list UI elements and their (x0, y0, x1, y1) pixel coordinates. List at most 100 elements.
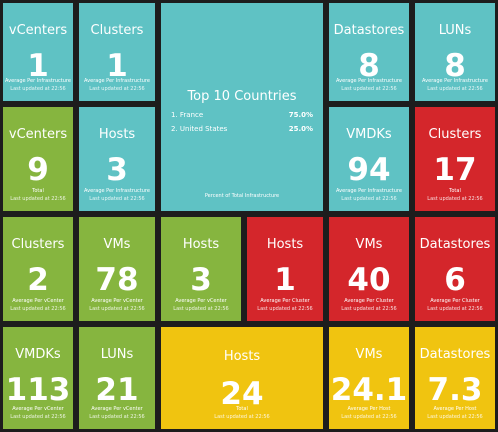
tile-title: Hosts (223, 349, 261, 364)
tile-pair-hosts: Hosts 3 Average Per vCenter Last updated… (158, 214, 326, 324)
tile-title: Hosts (98, 127, 136, 142)
tile-value: 8 (358, 48, 380, 84)
tile-vms-per-cluster[interactable]: VMs 40 Average Per Cluster Last updated … (329, 217, 409, 321)
tile-subtitle: Average Per Host (433, 406, 477, 412)
tile-updated: Last updated at 22:56 (427, 414, 483, 420)
tile-updated: Last updated at 22:56 (341, 306, 397, 312)
tile-luns-average[interactable]: LUNs 8 Average Per Infrastructure Last u… (415, 3, 495, 101)
country-percent: 75.0% (288, 111, 313, 119)
tile-subtitle: Total (449, 188, 461, 194)
tile-datastores-per-host[interactable]: Datastores 7.3 Average Per Host Last upd… (415, 327, 495, 429)
tile-updated: Last updated at 22:56 (89, 196, 145, 202)
country-row: 1. France 75.0% (171, 111, 313, 119)
tile-value: 3 (106, 152, 128, 188)
tile-title: Datastores (333, 23, 405, 38)
tile-hosts-average[interactable]: Hosts 3 Average Per Infrastructure Last … (79, 107, 155, 211)
tile-title: Clusters (428, 127, 482, 142)
tile-vms-per-host[interactable]: VMs 24.1 Average Per Host Last updated a… (329, 327, 409, 429)
tile-title: Hosts (266, 237, 304, 252)
tile-title: Clusters (90, 23, 144, 38)
tile-subtitle: Average Per Host (347, 406, 391, 412)
tile-value: 8 (444, 48, 466, 84)
tile-updated: Last updated at 22:56 (427, 86, 483, 92)
tile-subtitle: Average Per Cluster (260, 298, 310, 304)
tile-value: 17 (433, 152, 477, 188)
tile-clusters-per-vcenter[interactable]: Clusters 2 Average Per vCenter Last upda… (3, 217, 73, 321)
tile-title: vCenters (8, 23, 68, 38)
tile-updated: Last updated at 22:56 (89, 86, 145, 92)
tile-title: VMDKs (346, 127, 392, 142)
tile-title: Clusters (11, 237, 65, 252)
tile-value: 9 (27, 152, 49, 188)
tile-datastores-average[interactable]: Datastores 8 Average Per Infrastructure … (329, 3, 409, 101)
tile-title: Datastores (419, 347, 491, 362)
country-row: 2. United States 25.0% (171, 125, 313, 133)
tile-vmdks-average[interactable]: VMDKs 94 Average Per Infrastructure Last… (329, 107, 409, 211)
tile-value: 21 (95, 372, 139, 408)
tile-subtitle: Average Per Infrastructure (336, 188, 402, 194)
tile-title: VMs (355, 237, 383, 252)
tile-value: 78 (95, 262, 139, 298)
tile-subtitle: Average Per vCenter (12, 406, 64, 412)
tile-value: 113 (5, 372, 71, 408)
country-label: 2. United States (171, 125, 228, 133)
tile-updated: Last updated at 22:56 (10, 86, 66, 92)
tile-title: VMs (355, 347, 383, 362)
tile-updated: Last updated at 22:56 (10, 306, 66, 312)
tile-value: 1 (106, 48, 128, 84)
tile-subtitle: Average Per vCenter (175, 298, 227, 304)
tile-title: vCenters (8, 127, 68, 142)
tile-luns-per-vcenter[interactable]: LUNs 21 Average Per vCenter Last updated… (79, 327, 155, 429)
tile-vmdks-per-vcenter[interactable]: VMDKs 113 Average Per vCenter Last updat… (3, 327, 73, 429)
tile-value: 24.1 (330, 372, 408, 408)
tile-subtitle: Average Per Cluster (344, 298, 394, 304)
tile-value: 6 (444, 262, 466, 298)
tile-subtitle: Average Per vCenter (12, 298, 64, 304)
tile-title: LUNs (100, 347, 134, 362)
tile-value: 94 (347, 152, 391, 188)
top-countries-title: Top 10 Countries (187, 89, 297, 104)
tile-updated: Last updated at 22:56 (341, 86, 397, 92)
tile-title: Hosts (182, 237, 220, 252)
tile-clusters-average[interactable]: Clusters 1 Average Per Infrastructure La… (79, 3, 155, 101)
tile-updated: Last updated at 22:56 (173, 306, 229, 312)
tile-subtitle: Average Per Infrastructure (84, 188, 150, 194)
country-list: 1. France 75.0% 2. United States 25.0% (171, 111, 313, 139)
country-label: 1. France (171, 111, 204, 119)
tile-subtitle: Total (236, 406, 248, 412)
tile-vcenters-total[interactable]: vCenters 9 Total Last updated at 22:56 (3, 107, 73, 211)
tile-value: 3 (190, 262, 212, 298)
tile-title: VMs (103, 237, 131, 252)
tile-vms-per-vcenter[interactable]: VMs 78 Average Per vCenter Last updated … (79, 217, 155, 321)
tile-hosts-per-vcenter[interactable]: Hosts 3 Average Per vCenter Last updated… (161, 217, 241, 321)
tile-subtitle: Average Per Infrastructure (84, 78, 150, 84)
tile-subtitle: Average Per Infrastructure (422, 78, 488, 84)
tile-top-countries[interactable]: Top 10 Countries 1. France 75.0% 2. Unit… (161, 3, 323, 211)
tile-updated: Last updated at 22:56 (10, 414, 66, 420)
tile-updated: Last updated at 22:56 (341, 196, 397, 202)
tile-subtitle: Average Per vCenter (91, 298, 143, 304)
tile-hosts-per-cluster[interactable]: Hosts 1 Average Per Cluster Last updated… (247, 217, 323, 321)
tile-title: Datastores (419, 237, 491, 252)
tile-vcenters-average[interactable]: vCenters 1 Average Per Infrastructure La… (3, 3, 73, 101)
tile-title: VMDKs (15, 347, 61, 362)
tile-hosts-total[interactable]: Hosts 24 Total Last updated at 22:56 (161, 327, 323, 429)
country-percent: 25.0% (288, 125, 313, 133)
tile-subtitle: Average Per Infrastructure (336, 78, 402, 84)
tile-subtitle: Average Per Cluster (430, 298, 480, 304)
tile-value: 40 (347, 262, 391, 298)
tile-updated: Last updated at 22:56 (427, 306, 483, 312)
tile-value: 1 (27, 48, 49, 84)
top-countries-subtitle: Percent of Total Infrastructure (204, 193, 280, 199)
tile-subtitle: Average Per vCenter (91, 406, 143, 412)
tile-value: 1 (274, 262, 296, 298)
tile-subtitle: Average Per Infrastructure (5, 78, 71, 84)
tile-updated: Last updated at 22:56 (341, 414, 397, 420)
tile-updated: Last updated at 22:56 (214, 414, 270, 420)
tile-value: 7.3 (427, 372, 483, 408)
tile-clusters-total[interactable]: Clusters 17 Total Last updated at 22:56 (415, 107, 495, 211)
tile-datastores-per-cluster[interactable]: Datastores 6 Average Per Cluster Last up… (415, 217, 495, 321)
tile-updated: Last updated at 22:56 (427, 196, 483, 202)
tile-title: LUNs (438, 23, 472, 38)
